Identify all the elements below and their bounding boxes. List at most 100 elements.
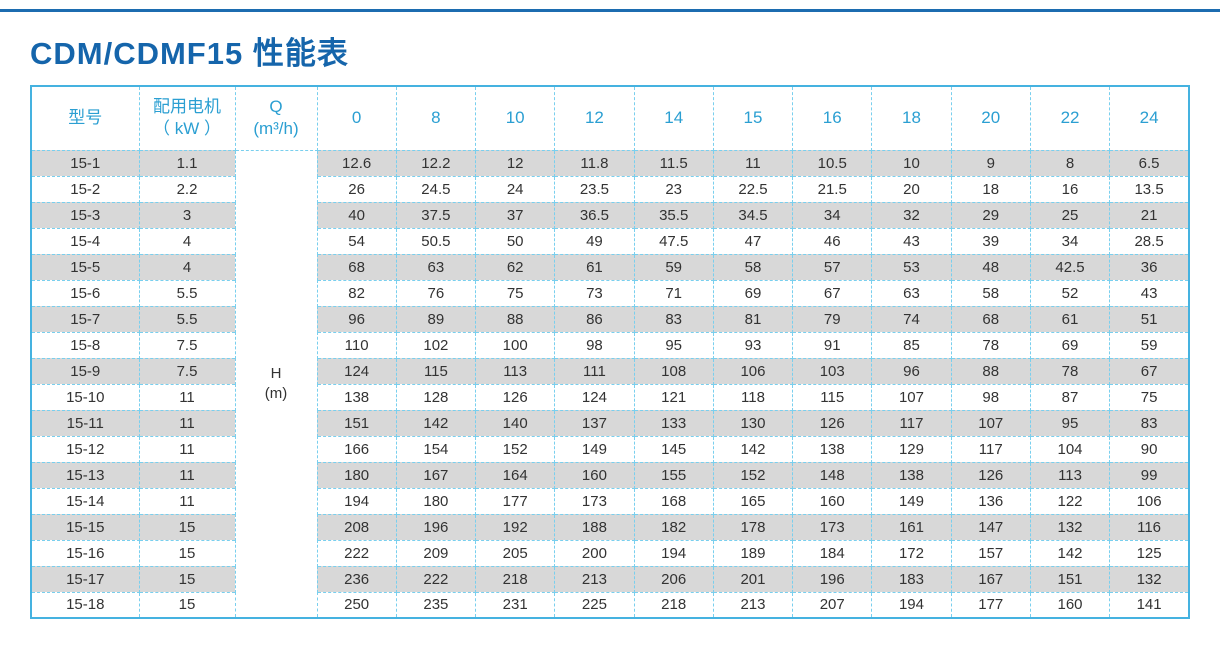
motor-kw-cell: 11 xyxy=(138,383,236,411)
head-value-cell: 22.5 xyxy=(712,175,794,203)
head-unit-line2: (m) xyxy=(264,384,288,402)
head-value-cell: 54 xyxy=(316,227,397,255)
head-value-cell: 51 xyxy=(1109,305,1190,333)
head-value-cell: 102 xyxy=(395,331,477,359)
model-cell: 15-17 xyxy=(30,565,140,593)
head-value-cell: 52 xyxy=(1029,279,1111,307)
head-value-cell: 10.5 xyxy=(792,149,873,177)
head-value-cell: 142 xyxy=(712,435,794,463)
head-value-cell: 132 xyxy=(1029,513,1111,541)
head-value-cell: 126 xyxy=(475,383,556,411)
head-value-cell: 142 xyxy=(395,409,477,437)
head-value-cell: 235 xyxy=(395,591,477,619)
head-value-cell: 148 xyxy=(792,461,873,489)
head-value-cell: 209 xyxy=(395,539,477,567)
head-value-cell: 142 xyxy=(1029,539,1111,567)
head-value-cell: 147 xyxy=(950,513,1031,541)
head-value-cell: 118 xyxy=(712,383,794,411)
head-value-cell: 43 xyxy=(1109,279,1190,307)
head-value-cell: 67 xyxy=(1109,357,1190,385)
head-value-cell: 20 xyxy=(871,175,952,203)
header-flow-value: 18 xyxy=(871,85,952,151)
head-value-cell: 183 xyxy=(871,565,952,593)
head-value-cell: 196 xyxy=(395,513,477,541)
head-value-cell: 172 xyxy=(871,539,952,567)
head-value-cell: 206 xyxy=(633,565,714,593)
motor-kw-cell: 2.2 xyxy=(138,175,236,203)
head-value-cell: 10 xyxy=(871,149,952,177)
head-value-cell: 98 xyxy=(950,383,1031,411)
head-value-cell: 125 xyxy=(1109,539,1190,567)
page: CDM/CDMF15 性能表 型号 配用电机 （ kW ） Q (m³/h) 0… xyxy=(0,9,1220,619)
model-cell: 15-8 xyxy=(30,331,140,359)
head-value-cell: 164 xyxy=(475,461,556,489)
head-value-cell: 69 xyxy=(712,279,794,307)
table-row: 15-11 11 151 142 140 137 133 130 126 117 107 95 83 xyxy=(30,409,1190,437)
head-value-cell: 50.5 xyxy=(395,227,477,255)
head-value-cell: 178 xyxy=(712,513,794,541)
model-cell: 15-3 xyxy=(30,201,140,229)
head-value-cell: 58 xyxy=(712,253,794,281)
head-value-cell: 12.2 xyxy=(395,149,477,177)
head-value-cell: 132 xyxy=(1109,565,1190,593)
head-value-cell: 58 xyxy=(950,279,1031,307)
model-cell: 15-10 xyxy=(30,383,140,411)
head-value-cell: 196 xyxy=(792,565,873,593)
head-value-cell: 106 xyxy=(712,357,794,385)
head-value-cell: 194 xyxy=(871,591,952,619)
head-value-cell: 103 xyxy=(792,357,873,385)
head-value-cell: 63 xyxy=(871,279,952,307)
motor-kw-cell: 15 xyxy=(138,513,236,541)
head-value-cell: 87 xyxy=(1029,383,1111,411)
head-value-cell: 75 xyxy=(1109,383,1190,411)
head-value-cell: 49 xyxy=(554,227,635,255)
head-value-cell: 79 xyxy=(792,305,873,333)
head-value-cell: 200 xyxy=(554,539,635,567)
head-value-cell: 138 xyxy=(871,461,952,489)
head-value-cell: 96 xyxy=(871,357,952,385)
motor-kw-cell: 15 xyxy=(138,565,236,593)
head-value-cell: 165 xyxy=(712,487,794,515)
table-row: 15-7 5.5 96 89 88 86 83 81 79 74 68 61 51 xyxy=(30,305,1190,333)
model-cell: 15-12 xyxy=(30,435,140,463)
table-row: 15-15 15 208 196 192 188 182 178 173 161 147 132 116 xyxy=(30,513,1190,541)
table-row: 15-13 11 180 167 164 160 155 152 148 138 126 113 99 xyxy=(30,461,1190,489)
model-cell: 15-7 xyxy=(30,305,140,333)
head-value-cell: 225 xyxy=(554,591,635,619)
head-value-cell: 141 xyxy=(1109,591,1190,619)
head-value-cell: 42.5 xyxy=(1029,253,1111,281)
table-row: 15-16 15 222 209 205 200 194 189 184 172 157 142 125 xyxy=(30,539,1190,567)
model-cell: 15-14 xyxy=(30,487,140,515)
head-value-cell: 167 xyxy=(395,461,477,489)
head-value-cell: 160 xyxy=(1029,591,1111,619)
head-value-cell: 83 xyxy=(1109,409,1190,437)
head-value-cell: 188 xyxy=(554,513,635,541)
head-value-cell: 29 xyxy=(950,201,1031,229)
motor-kw-cell: 15 xyxy=(138,591,236,619)
head-value-cell: 98 xyxy=(554,331,635,359)
head-value-cell: 117 xyxy=(950,435,1031,463)
head-value-cell: 34 xyxy=(1029,227,1111,255)
head-value-cell: 100 xyxy=(475,331,556,359)
head-value-cell: 71 xyxy=(633,279,714,307)
head-value-cell: 151 xyxy=(316,409,397,437)
head-value-cell: 137 xyxy=(554,409,635,437)
head-value-cell: 62 xyxy=(475,253,556,281)
head-value-cell: 67 xyxy=(792,279,873,307)
head-value-cell: 88 xyxy=(950,357,1031,385)
head-value-cell: 40 xyxy=(316,201,397,229)
head-value-cell: 59 xyxy=(1109,331,1190,359)
head-value-cell: 136 xyxy=(950,487,1031,515)
model-cell: 15-4 xyxy=(30,227,140,255)
head-value-cell: 43 xyxy=(871,227,952,255)
motor-kw-cell: 15 xyxy=(138,539,236,567)
header-motor-line2: （ kW ） xyxy=(153,119,221,139)
head-value-cell: 24.5 xyxy=(395,175,477,203)
head-value-cell: 231 xyxy=(475,591,556,619)
head-value-cell: 34 xyxy=(792,201,873,229)
header-flow-value: 24 xyxy=(1109,85,1190,151)
head-value-cell: 218 xyxy=(633,591,714,619)
header-q-line1: Q xyxy=(269,97,283,117)
header-motor-line1: 配用电机 xyxy=(153,97,221,117)
head-value-cell: 208 xyxy=(316,513,397,541)
